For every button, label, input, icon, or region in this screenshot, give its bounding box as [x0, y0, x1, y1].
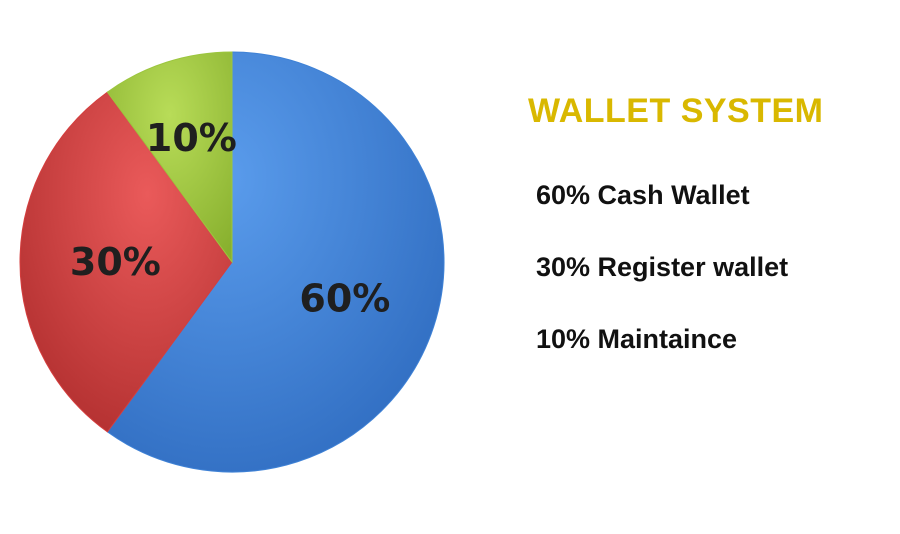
legend-item-cash-wallet: 60% Cash Wallet: [536, 180, 750, 211]
pie-chart: 60% 30% 10%: [0, 0, 460, 534]
chart-title: WALLET SYSTEM: [528, 92, 824, 131]
slice-label-register-wallet: 30%: [70, 240, 161, 284]
slice-label-maintaince: 10%: [146, 116, 237, 160]
legend-item-register-wallet: 30% Register wallet: [536, 252, 788, 283]
legend-item-maintaince: 10% Maintaince: [536, 324, 737, 355]
slice-label-cash-wallet: 60%: [299, 276, 390, 320]
